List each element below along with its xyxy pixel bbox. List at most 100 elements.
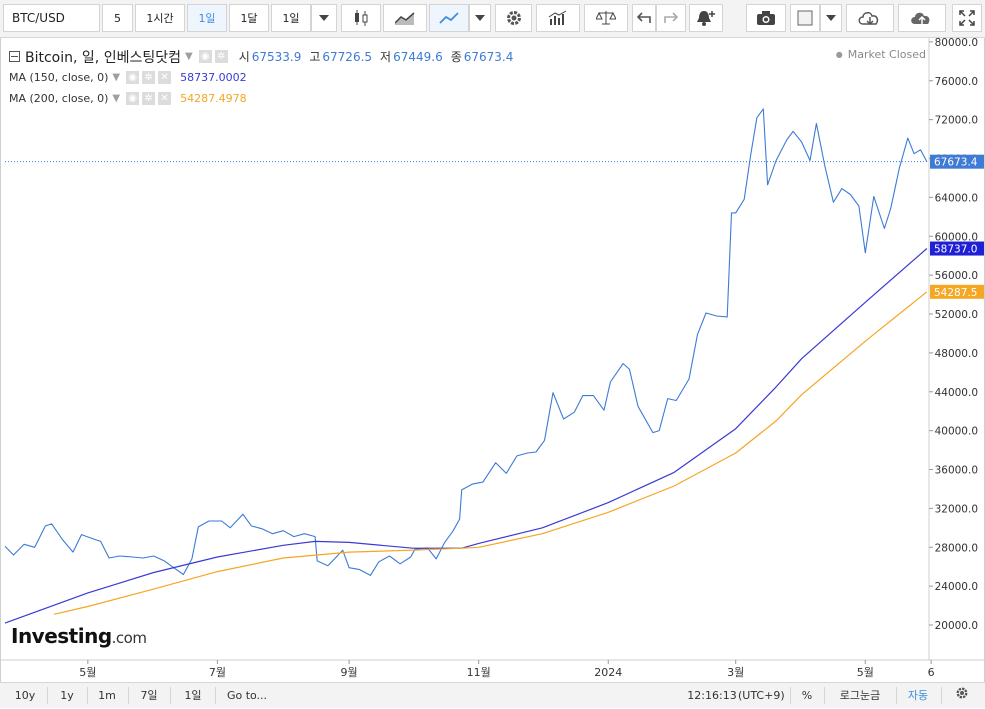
ma150-price-label-bg xyxy=(930,241,984,256)
eye-icon[interactable]: ◉ xyxy=(198,50,212,63)
gear-icon xyxy=(505,9,523,27)
gear-icon[interactable]: ✲ xyxy=(142,92,156,105)
close-icon[interactable]: ✕ xyxy=(158,92,172,105)
y-tick-label: 64000.0 xyxy=(935,192,978,204)
eye-icon[interactable]: ◉ xyxy=(126,92,140,105)
symbol-input[interactable]: BTC/USD xyxy=(3,4,100,32)
camera-icon xyxy=(756,10,776,26)
ma150-legend-label: MA (150, close, 0) xyxy=(9,71,109,84)
divider xyxy=(824,687,825,704)
gear-icon[interactable]: ✲ xyxy=(214,50,228,63)
range-1y-button[interactable]: 1y xyxy=(60,689,74,702)
background-color-button[interactable] xyxy=(790,4,820,32)
interval-1m-button[interactable]: 1달 xyxy=(229,4,269,32)
divider xyxy=(128,687,129,704)
fullscreen-icon xyxy=(959,10,975,26)
y-tick-label: 48000.0 xyxy=(935,348,978,360)
save-chart-button[interactable] xyxy=(898,4,946,32)
y-tick-label: 40000.0 xyxy=(935,426,978,438)
chart-area[interactable]: 80000.076000.072000.068000.064000.060000… xyxy=(0,38,985,682)
x-tick-label: 5월 xyxy=(857,666,874,679)
chevron-down-icon[interactable]: ▼ xyxy=(184,51,193,62)
background-color-dropdown[interactable] xyxy=(820,4,842,32)
divider xyxy=(941,687,942,704)
redo-button[interactable] xyxy=(656,4,686,32)
color-swatch-icon xyxy=(797,10,813,26)
interval-1d-button[interactable]: 1일 xyxy=(187,4,227,32)
percent-scale-button[interactable]: % xyxy=(801,689,813,702)
auto-scale-button[interactable]: 자동 xyxy=(907,689,929,702)
goto-button[interactable]: Go to... xyxy=(226,689,268,702)
chart-legend: Bitcoin, 일, 인베스팅닷컴 ▼ ◉ ✲ 시 67533.9 고 67726… xyxy=(9,46,513,109)
area-chart-button[interactable] xyxy=(383,4,427,32)
y-tick-label: 76000.0 xyxy=(935,76,978,88)
gear-icon xyxy=(955,684,969,709)
series-line-ma150 xyxy=(4,248,928,624)
indicators-icon xyxy=(548,10,568,26)
x-tick-label: 5월 xyxy=(79,666,96,679)
load-chart-button[interactable] xyxy=(846,4,894,32)
low-value: 67449.6 xyxy=(393,49,443,64)
ma200-legend-value: 54287.4978 xyxy=(180,92,247,105)
range-1d-button[interactable]: 1일 xyxy=(184,689,202,702)
undo-icon xyxy=(637,12,651,24)
divider xyxy=(170,687,171,704)
interval-1h-button[interactable]: 1시간 xyxy=(135,4,185,32)
chart-settings-button[interactable] xyxy=(950,683,974,708)
close-label: 종 xyxy=(450,50,462,64)
undo-button[interactable] xyxy=(632,4,656,32)
chevron-down-icon xyxy=(475,15,485,21)
y-tick-label: 24000.0 xyxy=(935,581,978,593)
alert-button[interactable] xyxy=(689,4,723,32)
redo-icon xyxy=(664,12,678,24)
investing-logo: Investing.com xyxy=(11,624,147,648)
y-tick-label: 32000.0 xyxy=(935,503,978,515)
fullscreen-button[interactable] xyxy=(952,4,982,32)
bell-plus-icon xyxy=(696,9,716,27)
cloud-upload-icon xyxy=(909,9,935,27)
price-chart[interactable]: 80000.076000.072000.068000.064000.060000… xyxy=(1,38,985,682)
high-value: 67726.5 xyxy=(322,49,373,64)
compare-button[interactable] xyxy=(584,4,628,32)
chevron-down-icon xyxy=(319,15,329,21)
interval-dropdown-label[interactable]: 1일 xyxy=(271,4,311,32)
chevron-down-icon xyxy=(826,15,836,21)
screenshot-button[interactable] xyxy=(746,4,786,32)
chevron-down-icon[interactable]: ▼ xyxy=(112,72,121,83)
market-status: Market Closed xyxy=(836,48,926,61)
bottom-toolbar: 10y 1y 1m 7일 1일 Go to... 12:16:13 (UTC+9… xyxy=(0,682,985,708)
logo-brand: Investing xyxy=(11,624,112,648)
range-7d-button[interactable]: 7일 xyxy=(140,689,158,702)
range-1m-button[interactable]: 1m xyxy=(98,689,116,702)
gear-icon[interactable]: ✲ xyxy=(142,71,156,84)
ma200-legend-label: MA (200, close, 0) xyxy=(9,92,109,105)
divider xyxy=(87,687,88,704)
candles-chart-button[interactable] xyxy=(341,4,381,32)
log-scale-button[interactable]: 로그눈금 xyxy=(839,689,881,702)
settings-button[interactable] xyxy=(495,4,532,32)
y-tick-label: 72000.0 xyxy=(935,115,978,127)
ma150-price-label: 58737.0 xyxy=(934,244,977,256)
close-icon[interactable]: ✕ xyxy=(158,71,172,84)
chevron-down-icon[interactable]: ▼ xyxy=(112,93,121,104)
interval-input[interactable]: 5 xyxy=(102,4,133,32)
open-label: 시 xyxy=(238,50,250,64)
last-price-label: 67673.4 xyxy=(934,157,978,169)
interval-dropdown-button[interactable] xyxy=(311,4,337,32)
ma200-price-label-bg xyxy=(930,284,984,299)
line-chart-button[interactable] xyxy=(429,4,469,32)
x-tick-label: 6 xyxy=(928,666,935,679)
y-tick-label: 28000.0 xyxy=(935,542,978,554)
eye-icon[interactable]: ◉ xyxy=(126,71,140,84)
last-price-label-bg xyxy=(930,154,984,169)
area-chart-icon xyxy=(395,11,415,25)
timezone-button[interactable]: (UTC+9) xyxy=(738,689,785,702)
indicators-button[interactable] xyxy=(536,4,580,32)
y-tick-label: 44000.0 xyxy=(935,387,978,399)
chart-type-dropdown[interactable] xyxy=(469,4,491,32)
range-10y-button[interactable]: 10y xyxy=(14,689,36,702)
collapse-legend-icon[interactable] xyxy=(9,51,20,62)
scales-icon xyxy=(596,10,616,26)
x-tick-label: 7월 xyxy=(209,666,226,679)
top-toolbar: BTC/USD 5 1시간 1일 1달 1일 xyxy=(0,0,985,38)
